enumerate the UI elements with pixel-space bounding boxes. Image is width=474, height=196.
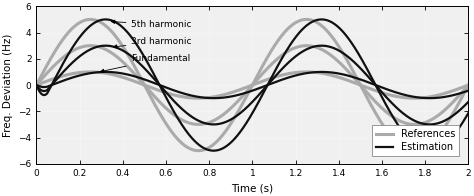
- Text: 5th harmonic: 5th harmonic: [111, 20, 192, 29]
- Y-axis label: Freq. Deviation (Hz): Freq. Deviation (Hz): [3, 33, 13, 137]
- Legend: References, Estimation: References, Estimation: [372, 125, 459, 156]
- X-axis label: Time (s): Time (s): [231, 183, 273, 193]
- Text: Fundamental: Fundamental: [100, 54, 191, 73]
- Text: 3rd harmonic: 3rd harmonic: [114, 37, 192, 48]
